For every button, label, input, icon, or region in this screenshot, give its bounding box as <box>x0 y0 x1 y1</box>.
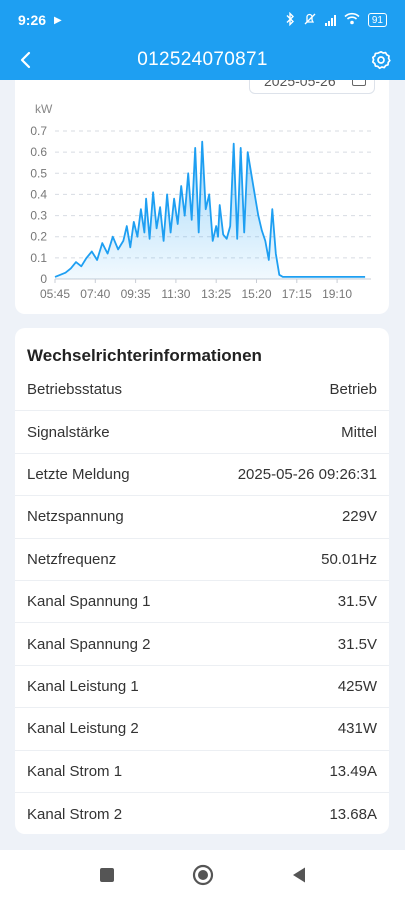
info-row: Kanal Strom 1 13.49A <box>15 751 389 793</box>
media-play-icon: ▶ <box>54 14 62 26</box>
info-row: Kanal Strom 2 13.68A <box>15 793 389 835</box>
info-row: Betriebsstatus Betrieb <box>15 369 389 412</box>
info-row-label: Kanal Strom 1 <box>27 762 123 780</box>
bluetooth-icon <box>285 11 295 29</box>
info-row-value: 50.01Hz <box>321 550 377 568</box>
info-row: Kanal Leistung 2 431W <box>15 708 389 751</box>
info-row-label: Netzfrequenz <box>27 550 117 568</box>
info-row-value: 31.5V <box>337 635 377 653</box>
info-row: Letzte Meldung 2025-05-26 09:26:31 <box>15 454 389 497</box>
system-nav-bar <box>0 850 405 900</box>
info-list: Betriebsstatus Betrieb Signalstärke Mittel L… <box>15 369 389 835</box>
app-bar: 012524070871 <box>0 40 405 80</box>
page-title: 012524070871 <box>137 49 268 70</box>
info-row-label: Betriebsstatus <box>27 381 123 399</box>
gear-icon <box>371 50 391 70</box>
mute-icon <box>303 12 317 29</box>
triangle-back-icon <box>292 867 305 883</box>
x-tick-label: 09:35 <box>121 287 151 301</box>
info-row: Signalstärke Mittel <box>15 411 389 454</box>
status-time: 9:26 <box>18 12 47 28</box>
info-row-value: 431W <box>337 720 377 738</box>
y-tick-label: 0.3 <box>30 209 47 223</box>
x-tick-label: 13:25 <box>201 287 231 301</box>
x-tick-label: 19:10 <box>322 287 352 301</box>
x-tick-label: 05:45 <box>40 287 70 301</box>
x-tick-label: 07:40 <box>80 287 110 301</box>
power-line <box>54 140 366 278</box>
chevron-left-icon <box>20 51 31 69</box>
power-chart: kW 0 0.1 0.2 0.3 0.4 0.5 0.6 0.7 05:45 07:40 09:35 1… <box>30 102 371 301</box>
y-tick-label: 0.7 <box>30 124 47 138</box>
y-axis-unit: kW <box>35 102 53 116</box>
status-icons: 91 <box>285 11 387 29</box>
info-row: Kanal Spannung 1 31.5V <box>15 581 389 624</box>
info-row-value: 229V <box>341 508 377 526</box>
status-bar: 9:26 ▶ 91 <box>0 0 405 40</box>
date-value: 2025-05-26 <box>264 80 336 89</box>
info-row-label: Kanal Spannung 1 <box>27 593 151 611</box>
settings-button[interactable] <box>367 46 395 74</box>
info-row: Kanal Leistung 1 425W <box>15 666 389 709</box>
info-row-value: Betrieb <box>329 381 377 399</box>
power-chart-card: 2025-05-26 kW 0 0.1 0.2 0.3 0.4 0.5 0.6 0.7 05:45… <box>15 80 389 314</box>
wifi-icon <box>344 12 360 28</box>
inverter-info-card: Wechselrichterinformationen Betriebsstat… <box>15 328 389 834</box>
y-tick-label: 0.4 <box>30 187 47 201</box>
y-tick-label: 0.5 <box>30 166 47 180</box>
cell-signal-icon <box>324 14 336 26</box>
info-row-label: Letzte Meldung <box>27 465 130 483</box>
date-picker[interactable]: 2025-05-26 <box>249 80 375 94</box>
info-row-label: Kanal Spannung 2 <box>27 635 151 653</box>
y-tick-label: 0 <box>40 272 47 286</box>
x-tick-label: 11:30 <box>161 287 190 301</box>
y-tick-label: 0.1 <box>30 251 47 265</box>
info-row-label: Kanal Leistung 2 <box>27 720 139 738</box>
y-tick-label: 0.2 <box>30 230 47 244</box>
info-row-value: 31.5V <box>337 593 377 611</box>
recents-button[interactable] <box>95 863 119 887</box>
info-row-value: Mittel <box>341 423 377 441</box>
info-title: Wechselrichterinformationen <box>27 346 262 365</box>
x-tick-label: 15:20 <box>241 287 271 301</box>
info-row-label: Netzspannung <box>27 508 124 526</box>
info-row-value: 425W <box>337 677 377 695</box>
square-icon <box>99 868 114 882</box>
info-row-label: Signalstärke <box>27 423 110 441</box>
info-row: Netzfrequenz 50.01Hz <box>15 539 389 581</box>
battery-icon: 91 <box>367 13 387 27</box>
info-row: Netzspannung 229V <box>15 496 389 539</box>
info-row-value: 13.49A <box>329 762 377 780</box>
x-tick-label: 17:15 <box>282 287 312 301</box>
y-tick-label: 0.6 <box>30 145 47 159</box>
info-row: Kanal Spannung 2 31.5V <box>15 623 389 666</box>
info-row-value: 2025-05-26 09:26:31 <box>237 465 377 483</box>
circle-icon <box>192 864 213 886</box>
info-row-label: Kanal Strom 2 <box>27 805 123 823</box>
battery-level: 91 <box>371 14 383 26</box>
calendar-icon <box>352 80 366 86</box>
info-row-label: Kanal Leistung 1 <box>27 677 139 695</box>
back-nav-button[interactable] <box>287 863 311 887</box>
home-button[interactable] <box>191 863 215 887</box>
info-row-value: 13.68A <box>329 805 377 823</box>
back-button[interactable] <box>12 46 40 74</box>
